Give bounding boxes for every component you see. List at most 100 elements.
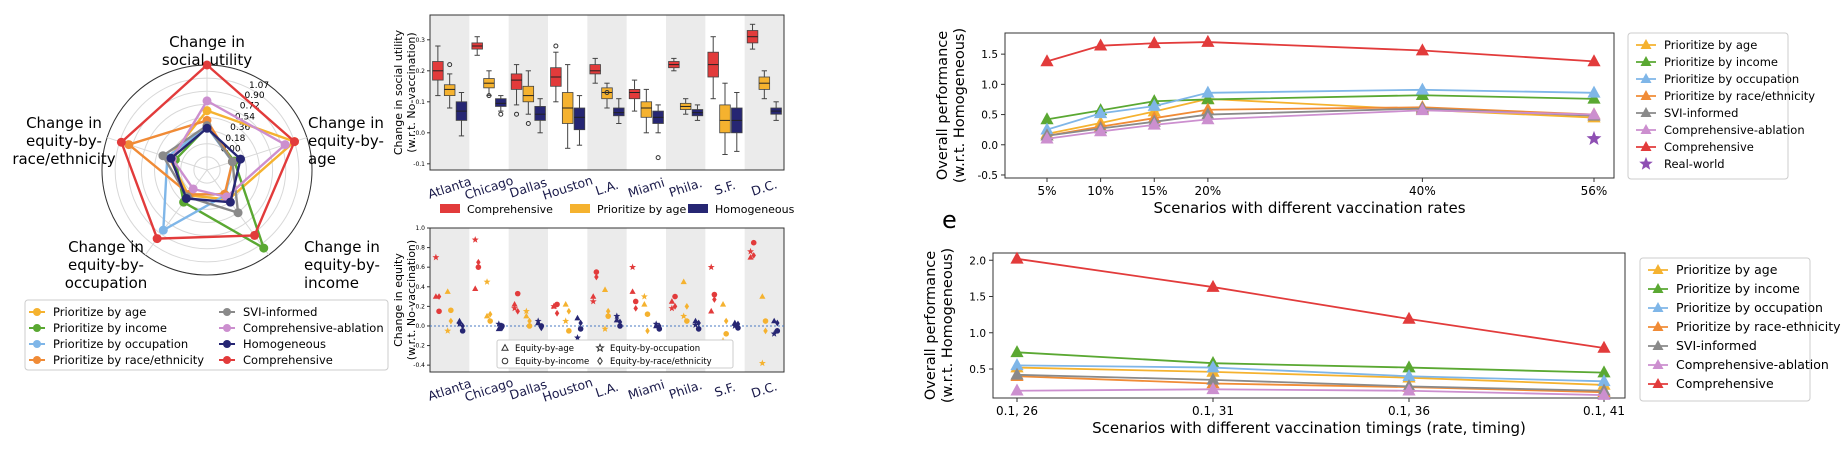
city-label: L.A. — [593, 177, 620, 198]
legend-label: Prioritize by age — [1676, 262, 1778, 277]
y-tick-label: -0.4 — [413, 362, 425, 369]
y-axis-label: Change in social utility(w.r.t. No-vacci… — [392, 29, 418, 155]
equity-point — [432, 253, 440, 261]
legend-marker — [1640, 124, 1652, 134]
equity-point — [444, 288, 451, 294]
legend-marker — [223, 340, 231, 348]
x-tick-label: 0.1, 36 — [1388, 404, 1430, 418]
series-marker — [1206, 372, 1220, 385]
equity-point — [613, 312, 621, 320]
series-marker — [1147, 117, 1161, 130]
series-marker — [1094, 38, 1108, 51]
equity-point — [613, 316, 620, 323]
city-label: S.F. — [713, 177, 738, 198]
legend-marker — [1640, 73, 1652, 83]
radar-legend: Prioritize by age SVI-informed Prioritize … — [24, 299, 389, 371]
legend-marker — [1640, 107, 1652, 117]
legend-label: Equity-by-race/ethnicity — [610, 357, 712, 367]
equity-point — [514, 290, 521, 297]
y-tick-label: 2.0 — [969, 255, 986, 267]
equity-point — [774, 328, 781, 334]
equity-point — [712, 296, 717, 303]
equity-point — [523, 312, 530, 319]
legend-marker — [1640, 90, 1652, 100]
y-tick-label: 1.5 — [969, 292, 986, 304]
equity-point — [723, 330, 729, 337]
equity-point — [747, 254, 754, 260]
plot-frame — [1004, 32, 1615, 179]
equity-point — [680, 312, 688, 320]
legend-label: Prioritize by occupation — [1676, 300, 1823, 315]
radar-point — [158, 225, 168, 235]
legend-marker — [33, 340, 41, 348]
radar-point — [202, 96, 212, 106]
radar-point — [124, 140, 134, 150]
equity-point — [444, 327, 452, 334]
city-label: Miami — [626, 175, 666, 201]
equity-legend-box — [496, 339, 734, 369]
equity-point — [668, 304, 676, 312]
x-axis-label: Scenarios with different vaccination tim… — [1092, 419, 1526, 437]
legend-label: Prioritize by race/ethnicity — [53, 353, 204, 367]
city-label: S.F. — [713, 379, 738, 400]
box-rect — [628, 89, 641, 100]
equity-point — [472, 285, 479, 291]
series-marker — [1402, 311, 1416, 324]
series-marker — [1597, 374, 1611, 387]
equity-point — [487, 310, 493, 318]
equity-point — [577, 326, 584, 332]
box-rect — [495, 98, 507, 107]
box-rect — [443, 84, 456, 97]
equity-point — [684, 318, 690, 324]
box-rect — [589, 64, 601, 75]
y-tick-label: -0.2 — [413, 343, 425, 350]
series-marker — [1010, 345, 1024, 358]
radar-point — [250, 230, 260, 240]
equity-point — [550, 302, 558, 310]
legend-label: SVI-informed — [1664, 106, 1738, 120]
legend-label: Comprehensive-ablation — [243, 321, 384, 335]
radar-series-line — [161, 123, 240, 215]
legend-marker — [1652, 340, 1664, 350]
legend-label: Prioritize by occupation — [53, 337, 188, 351]
equity-point — [590, 293, 597, 299]
legend-label: Comprehensive — [467, 203, 553, 216]
legend-label: Prioritize by income — [1664, 55, 1778, 69]
y-tick-label: 0.0 — [981, 140, 998, 152]
legend-marker — [1640, 39, 1652, 49]
series-marker — [1597, 365, 1611, 378]
series-line — [1046, 41, 1595, 63]
box-outlier — [553, 43, 559, 49]
radar-series-line — [169, 126, 242, 204]
y-axis-label: Change in equity(w.r.t. No-vaccination) — [392, 240, 418, 360]
equity-point — [471, 236, 479, 243]
legend-label: Comprehensive-ablation — [1664, 123, 1805, 137]
equity-point — [652, 320, 660, 327]
legend-marker — [597, 356, 603, 366]
equity-point — [476, 258, 481, 266]
radar-tick-label: 0.18 — [225, 134, 245, 144]
equity-point — [668, 298, 675, 304]
series-marker — [1040, 131, 1054, 144]
equity-point — [574, 334, 581, 341]
y-axis-label: Overall performance(w.r.t. Homogeneous) — [935, 28, 968, 183]
equity-point — [562, 301, 569, 307]
radar-point — [202, 60, 212, 70]
equity-point — [711, 291, 718, 298]
equity-point — [707, 263, 715, 271]
series-marker — [1010, 367, 1024, 380]
radar-axis-label: Change in equity-by-occupation — [65, 238, 148, 292]
equity-point — [589, 297, 597, 305]
equity-point — [644, 311, 651, 318]
radar-legend-box — [24, 299, 389, 371]
legend-label: Comprehensive-ablation — [1676, 357, 1829, 372]
legend-marker — [595, 342, 605, 353]
series-marker — [1201, 112, 1215, 125]
legend-label: Prioritize by income — [53, 321, 167, 335]
x-tick-label: 0.1, 26 — [996, 404, 1038, 418]
plot-frame — [992, 252, 1626, 399]
equity-point — [751, 252, 756, 259]
series-marker — [1206, 360, 1220, 373]
box-outlier — [514, 111, 520, 117]
